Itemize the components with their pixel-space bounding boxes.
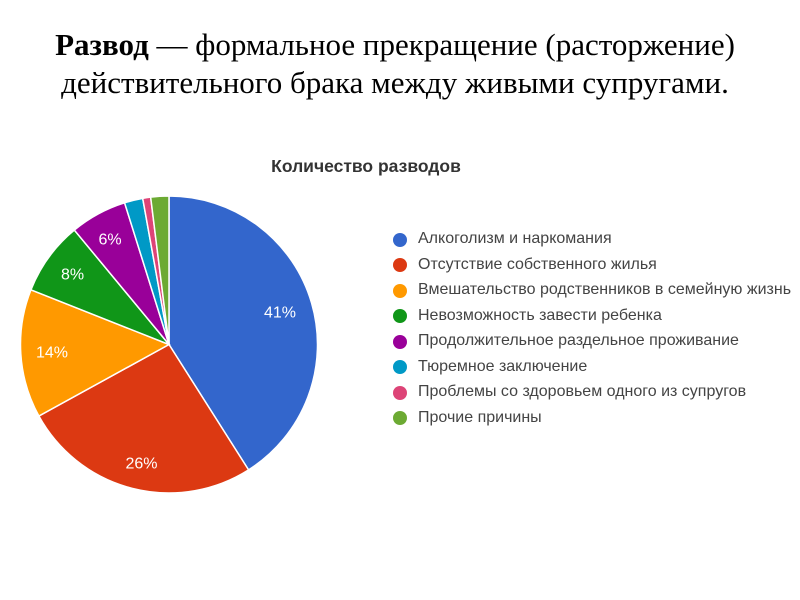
svg-text:41%: 41%	[264, 305, 296, 322]
svg-text:26%: 26%	[125, 456, 157, 473]
svg-text:6%: 6%	[98, 232, 121, 249]
svg-text:14%: 14%	[36, 345, 68, 362]
svg-text:8%: 8%	[61, 267, 84, 284]
